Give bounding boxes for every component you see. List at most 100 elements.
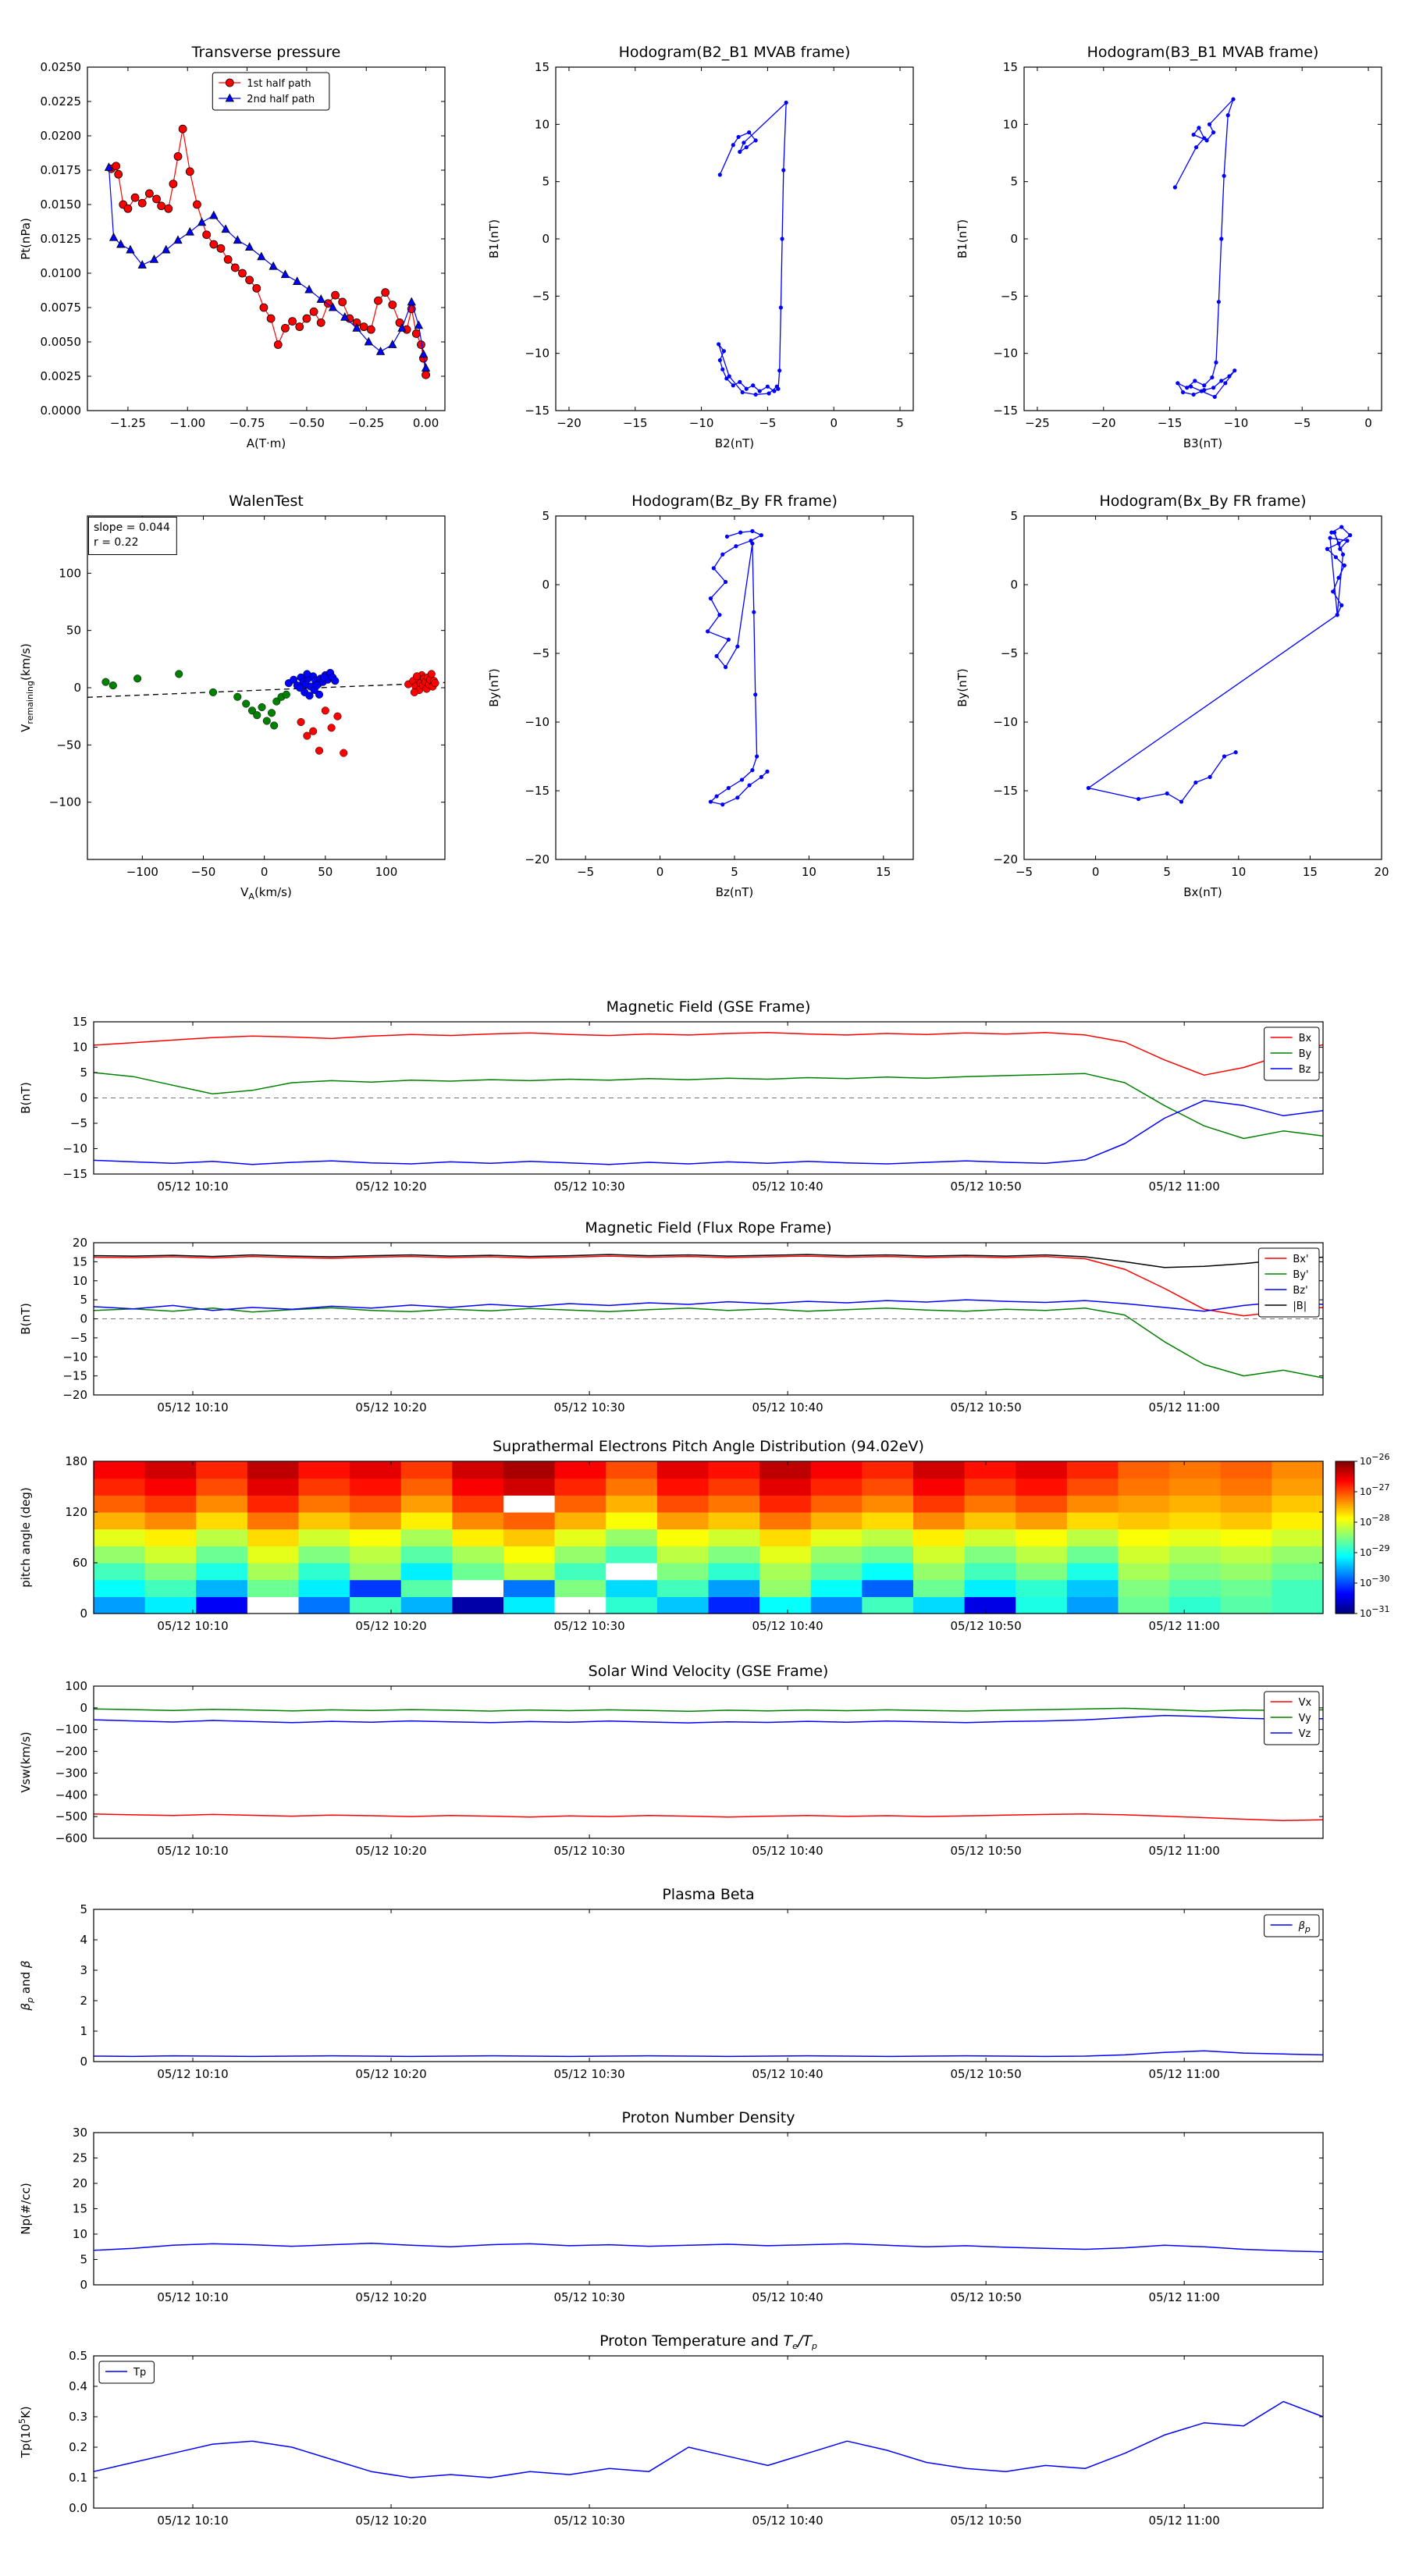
svg-text:By(nT): By(nT) — [955, 668, 969, 707]
svg-text:120: 120 — [65, 1505, 87, 1519]
svg-text:B(nT): B(nT) — [19, 1082, 33, 1114]
svg-text:05/12 10:20: 05/12 10:20 — [355, 2067, 426, 2081]
transverse_pressure-svg: −1.25 −1.00 −0.75 −0.50 −0.25 0.00 0.0000 0.002… — [19, 44, 446, 450]
svg-text:Bz': Bz' — [1293, 1285, 1307, 1297]
panel-transverse-pressure: −1.25 −1.00 −0.75 −0.50 −0.25 0.00 0.0000 0.002… — [0, 16, 468, 461]
svg-text:10−26: 10−26 — [1360, 1452, 1390, 1467]
svg-text:05/12 11:00: 05/12 11:00 — [1149, 2290, 1220, 2304]
svg-text:−20: −20 — [525, 852, 550, 866]
svg-text:Vx: Vx — [1299, 1697, 1312, 1709]
svg-text:5: 5 — [1010, 175, 1018, 189]
density-svg: 05/12 10:10 05/12 10:20 05/12 10:30 05/12 1… — [19, 2109, 1324, 2304]
svg-text:100: 100 — [375, 865, 398, 879]
svg-text:−15: −15 — [993, 784, 1018, 798]
svg-text:100: 100 — [65, 1679, 87, 1693]
svg-text:Tp: Tp — [133, 2367, 146, 2379]
svg-text:20: 20 — [73, 1236, 87, 1250]
svg-text:10: 10 — [802, 865, 816, 879]
svg-text:15: 15 — [73, 1254, 87, 1268]
panel-hodogram-bxby: −5 0 5 10 15 20 −20 −15 −10 −5 0 5 Hodogram(Bx_By FR… — [937, 464, 1405, 909]
svg-text:−15: −15 — [62, 1369, 87, 1383]
svg-text:05/12 10:40: 05/12 10:40 — [752, 2067, 823, 2081]
svg-text:15: 15 — [535, 60, 550, 74]
svg-text:05/12 10:20: 05/12 10:20 — [355, 1619, 426, 1633]
svg-text:−20: −20 — [557, 416, 582, 430]
svg-text:−0.25: −0.25 — [348, 416, 384, 430]
hodogram_bzby-svg: −5 0 5 10 15 −20 −15 −10 −5 0 5 Hodogram(Bz_By FR f… — [487, 493, 914, 899]
svg-text:5: 5 — [731, 865, 738, 879]
svg-text:0.0100: 0.0100 — [41, 266, 82, 280]
svg-text:10−31: 10−31 — [1360, 1604, 1390, 1619]
svg-text:0.3: 0.3 — [69, 2410, 87, 2424]
svg-text:0: 0 — [542, 578, 550, 592]
svg-text:−20: −20 — [993, 852, 1018, 866]
svg-text:05/12 10:10: 05/12 10:10 — [157, 2514, 228, 2528]
svg-text:−0.50: −0.50 — [289, 416, 325, 430]
svg-text:Tp(105K): Tp(105K) — [17, 2406, 33, 2458]
svg-text:Magnetic Field (GSE Frame): Magnetic Field (GSE Frame) — [606, 998, 811, 1016]
panel-proton-temperature: 05/12 10:10 05/12 10:20 05/12 10:30 05/12 1… — [0, 2317, 1405, 2535]
svg-text:pitch angle (deg): pitch angle (deg) — [19, 1487, 33, 1587]
svg-text:5: 5 — [1163, 865, 1171, 879]
svg-text:05/12 10:10: 05/12 10:10 — [157, 2290, 228, 2304]
svg-text:05/12 10:50: 05/12 10:50 — [951, 2290, 1022, 2304]
svg-text:4: 4 — [80, 1933, 87, 1947]
svg-text:05/12 11:00: 05/12 11:00 — [1149, 1844, 1220, 1858]
svg-text:VA(km/s): VA(km/s) — [240, 885, 292, 902]
svg-text:−50: −50 — [56, 738, 81, 752]
svg-text:0: 0 — [261, 865, 269, 879]
svg-text:−5: −5 — [70, 1116, 87, 1130]
svg-text:−500: −500 — [55, 1809, 87, 1823]
svg-text:−400: −400 — [55, 1788, 87, 1802]
svg-text:−5: −5 — [70, 1331, 87, 1345]
svg-text:0.0025: 0.0025 — [41, 369, 82, 383]
svg-text:−600: −600 — [55, 1831, 87, 1845]
svg-text:−5: −5 — [759, 416, 776, 430]
svg-text:5: 5 — [80, 2253, 87, 2267]
panel-walen-test: −100 −50 0 50 100 −100 −50 0 50 100 WalenTest VA(km… — [0, 464, 468, 909]
svg-text:|B|: |B| — [1293, 1300, 1307, 1312]
svg-text:0: 0 — [80, 1091, 87, 1105]
svg-text:05/12 10:40: 05/12 10:40 — [752, 1400, 823, 1414]
svg-text:−15: −15 — [1158, 416, 1183, 430]
svg-text:0: 0 — [80, 1312, 87, 1326]
mag_gse-svg: 05/12 10:10 05/12 10:20 05/12 10:30 05/12 1… — [19, 998, 1324, 1194]
svg-text:−5: −5 — [532, 646, 550, 660]
svg-text:15: 15 — [1003, 60, 1018, 74]
svg-text:05/12 10:50: 05/12 10:50 — [951, 1619, 1022, 1633]
svg-text:Magnetic Field (Flux Rope Fram: Magnetic Field (Flux Rope Frame) — [585, 1219, 831, 1236]
svg-text:A(T·m): A(T·m) — [247, 436, 286, 450]
svg-text:05/12 10:10: 05/12 10:10 — [157, 1179, 228, 1194]
svg-text:0: 0 — [656, 865, 664, 879]
svg-text:−15: −15 — [623, 416, 648, 430]
mag_fr-svg: 05/12 10:10 05/12 10:20 05/12 10:30 05/12 1… — [19, 1219, 1324, 1414]
svg-text:r = 0.22: r = 0.22 — [94, 536, 139, 549]
svg-text:05/12 10:30: 05/12 10:30 — [553, 1400, 624, 1414]
svg-text:Hodogram(Bz_By FR frame): Hodogram(Bz_By FR frame) — [631, 493, 838, 510]
svg-text:0.0000: 0.0000 — [41, 404, 82, 418]
svg-text:05/12 10:10: 05/12 10:10 — [157, 1619, 228, 1633]
svg-text:05/12 10:50: 05/12 10:50 — [951, 2067, 1022, 2081]
svg-text:05/12 11:00: 05/12 11:00 — [1149, 1179, 1220, 1194]
svg-text:−100: −100 — [126, 865, 158, 879]
svg-text:Hodogram(Bx_By FR frame): Hodogram(Bx_By FR frame) — [1099, 493, 1306, 510]
svg-text:20: 20 — [73, 2176, 87, 2190]
svg-text:05/12 10:20: 05/12 10:20 — [355, 2514, 426, 2528]
walen_test-svg: −100 −50 0 50 100 −100 −50 0 50 100 WalenTest VA(km… — [19, 493, 446, 902]
svg-text:10: 10 — [1003, 117, 1018, 131]
svg-text:5: 5 — [1010, 509, 1018, 523]
pitch_angle-svg: 10−26 10−27 10−28 10−29 10−30 10−31 05/12 10:1… — [19, 1438, 1390, 1633]
svg-text:−10: −10 — [62, 1142, 87, 1156]
svg-text:0: 0 — [80, 2055, 87, 2069]
svg-text:Vremaining(km/s): Vremaining(km/s) — [19, 643, 35, 732]
svg-text:−25: −25 — [1025, 416, 1050, 430]
svg-text:50: 50 — [318, 865, 333, 879]
svg-text:0.00: 0.00 — [413, 416, 439, 430]
hodogram_bxby-svg: −5 0 5 10 15 20 −20 −15 −10 −5 0 5 Hodogram(Bx_By FR… — [955, 493, 1389, 899]
svg-text:05/12 10:30: 05/12 10:30 — [553, 2067, 624, 2081]
svg-text:−10: −10 — [1224, 416, 1249, 430]
svg-text:Bx': Bx' — [1293, 1254, 1308, 1265]
svg-text:5: 5 — [80, 1293, 87, 1307]
svg-text:05/12 10:40: 05/12 10:40 — [752, 1619, 823, 1633]
